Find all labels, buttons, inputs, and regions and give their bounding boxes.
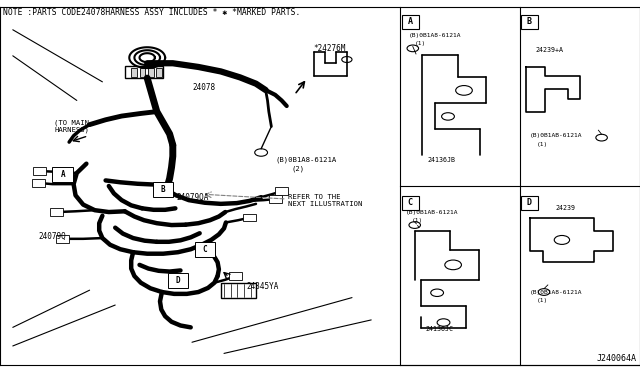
- Text: B: B: [161, 185, 166, 194]
- Bar: [131, 68, 137, 77]
- Text: 24079Q: 24079Q: [38, 232, 66, 241]
- Text: J240064A: J240064A: [596, 354, 637, 363]
- Text: A: A: [60, 170, 65, 179]
- Text: 24136JB: 24136JB: [428, 157, 456, 163]
- Bar: [521, 196, 538, 210]
- Text: *24276M: *24276M: [314, 44, 346, 53]
- Text: (B)0B1A8-6121A: (B)0B1A8-6121A: [530, 289, 582, 295]
- Text: D: D: [527, 198, 532, 207]
- Bar: [168, 273, 188, 288]
- Bar: [50, 208, 63, 216]
- Text: (1): (1): [536, 142, 548, 147]
- Text: (B)0B1A8-6121A: (B)0B1A8-6121A: [275, 157, 337, 163]
- Text: REFER TO THE
NEXT ILLUSTRATION: REFER TO THE NEXT ILLUSTRATION: [288, 195, 362, 207]
- Bar: [402, 15, 419, 29]
- Text: (1): (1): [536, 298, 548, 303]
- Text: B: B: [527, 17, 532, 26]
- Bar: [33, 167, 46, 175]
- Text: (1): (1): [415, 41, 426, 46]
- Bar: [56, 235, 69, 243]
- Bar: [32, 179, 45, 187]
- Text: (B)0B1AB-6121A: (B)0B1AB-6121A: [406, 209, 458, 215]
- Bar: [52, 167, 73, 182]
- Text: (1): (1): [412, 218, 424, 223]
- Text: NOTE :PARTS CODE24078HARNESS ASSY INCLUDES * ✱ *MARKED PARTS.: NOTE :PARTS CODE24078HARNESS ASSY INCLUD…: [3, 8, 301, 17]
- Text: A: A: [408, 17, 413, 26]
- Text: (B)0B1AB-6121A: (B)0B1AB-6121A: [530, 133, 582, 138]
- Text: C: C: [408, 198, 413, 207]
- Text: 24078: 24078: [192, 83, 215, 92]
- Bar: [140, 68, 145, 77]
- Bar: [402, 196, 419, 210]
- Bar: [269, 195, 282, 203]
- Bar: [148, 68, 154, 77]
- Bar: [153, 182, 173, 197]
- Text: (TO MAIN
HARNESS): (TO MAIN HARNESS): [54, 119, 90, 134]
- Text: (B)0B1A8-6121A: (B)0B1A8-6121A: [408, 33, 461, 38]
- Bar: [521, 15, 538, 29]
- Text: C: C: [202, 245, 207, 254]
- Text: (2): (2): [291, 165, 305, 172]
- Bar: [125, 66, 163, 78]
- Text: 24239+A: 24239+A: [535, 47, 563, 53]
- Text: 24079QA: 24079QA: [176, 193, 209, 202]
- Bar: [195, 242, 215, 257]
- Bar: [156, 68, 162, 77]
- Text: 24136JC: 24136JC: [426, 326, 454, 332]
- Text: 24239: 24239: [556, 205, 575, 211]
- Bar: [275, 187, 288, 195]
- Text: 24345YA: 24345YA: [246, 282, 279, 291]
- Bar: [221, 283, 256, 298]
- Bar: [229, 272, 242, 280]
- Text: D: D: [175, 276, 180, 285]
- Bar: [243, 214, 256, 221]
